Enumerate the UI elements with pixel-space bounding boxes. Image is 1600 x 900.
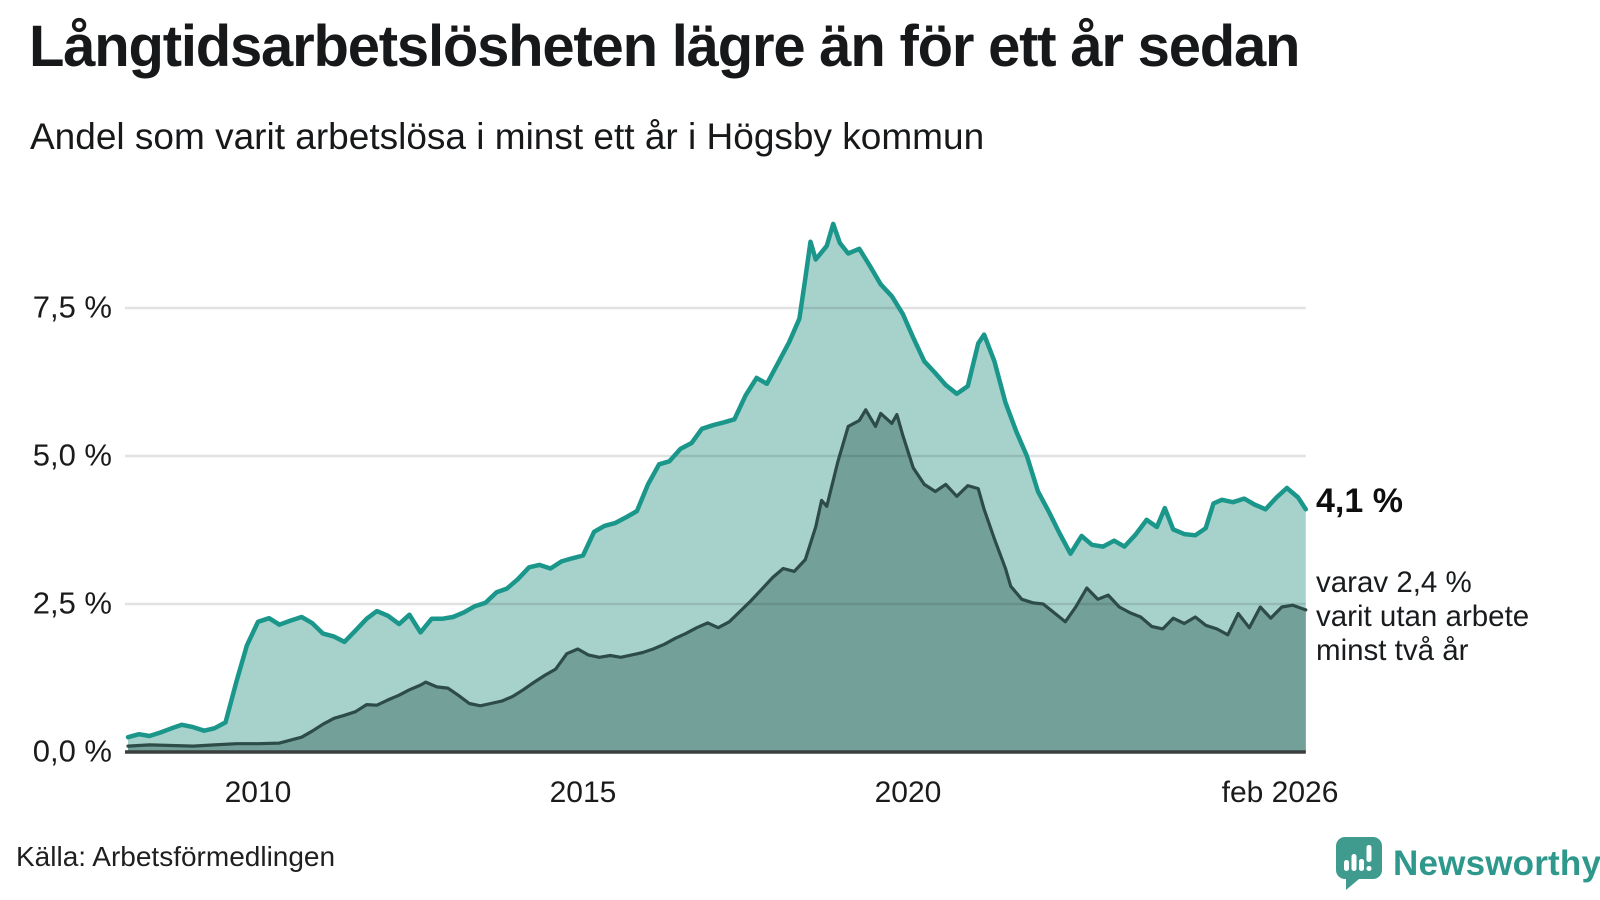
- newsworthy-wordmark: Newsworthy: [1393, 844, 1600, 883]
- detail-line-3: minst två år: [1316, 634, 1469, 667]
- y-tick-label: 5,0 %: [32, 437, 112, 473]
- series-one-year-line: [125, 221, 1309, 740]
- chart-lines: [125, 221, 1309, 748]
- x-tick-label: 2020: [874, 776, 942, 809]
- y-tick-label: 0,0 %: [32, 733, 112, 769]
- x-tick-label: 2010: [224, 776, 292, 809]
- end-value-label-detail: varav 2,4 % varit utan arbete minst två …: [1316, 566, 1529, 668]
- y-tick-label: 2,5 %: [32, 585, 112, 621]
- detail-line-2: varit utan arbete: [1316, 600, 1530, 633]
- newsworthy-logo: Newsworthy: [1334, 836, 1600, 892]
- x-tick-label: feb 2026: [1221, 776, 1339, 809]
- page-title: Långtidsarbetslösheten lägre än för ett …: [29, 14, 1300, 79]
- newsworthy-speech-bubble-icon: [1336, 837, 1382, 890]
- page-subtitle: Andel som varit arbetslösa i minst ett å…: [30, 116, 985, 157]
- x-tick-label: 2015: [549, 776, 617, 809]
- detail-line-1: varav 2,4 %: [1316, 566, 1472, 599]
- series-two-years-area: [128, 409, 1306, 752]
- chart-areas: [128, 223, 1306, 752]
- series-two-years-line: [126, 408, 1308, 748]
- chart-gridlines: [125, 306, 1306, 606]
- source-note: Källa: Arbetsförmedlingen: [16, 841, 336, 872]
- end-value-label-total: 4,1 %: [1316, 482, 1403, 520]
- y-tick-label: 7,5 %: [32, 289, 112, 325]
